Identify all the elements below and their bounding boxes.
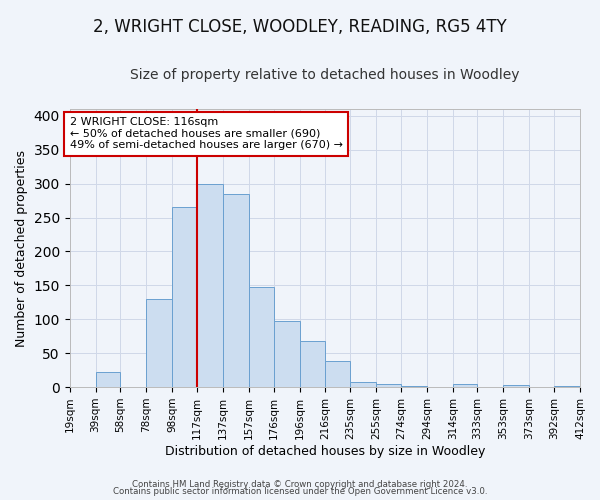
Bar — [376, 384, 401, 387]
Text: 2, WRIGHT CLOSE, WOODLEY, READING, RG5 4TY: 2, WRIGHT CLOSE, WOODLEY, READING, RG5 4… — [93, 18, 507, 36]
Bar — [197, 184, 223, 387]
Bar — [223, 194, 249, 387]
Title: Size of property relative to detached houses in Woodley: Size of property relative to detached ho… — [130, 68, 520, 82]
Bar — [274, 320, 299, 387]
Bar — [554, 386, 580, 387]
Text: Contains public sector information licensed under the Open Government Licence v3: Contains public sector information licen… — [113, 487, 487, 496]
X-axis label: Distribution of detached houses by size in Woodley: Distribution of detached houses by size … — [164, 444, 485, 458]
Y-axis label: Number of detached properties: Number of detached properties — [15, 150, 28, 346]
Bar — [325, 362, 350, 387]
Bar — [503, 385, 529, 387]
Text: 2 WRIGHT CLOSE: 116sqm
← 50% of detached houses are smaller (690)
49% of semi-de: 2 WRIGHT CLOSE: 116sqm ← 50% of detached… — [70, 117, 343, 150]
Bar — [249, 288, 274, 387]
Bar — [299, 341, 325, 387]
Bar — [95, 372, 120, 387]
Bar — [401, 386, 427, 387]
Bar — [453, 384, 478, 387]
Text: Contains HM Land Registry data © Crown copyright and database right 2024.: Contains HM Land Registry data © Crown c… — [132, 480, 468, 489]
Bar — [146, 299, 172, 387]
Bar — [350, 382, 376, 387]
Bar — [172, 208, 197, 387]
